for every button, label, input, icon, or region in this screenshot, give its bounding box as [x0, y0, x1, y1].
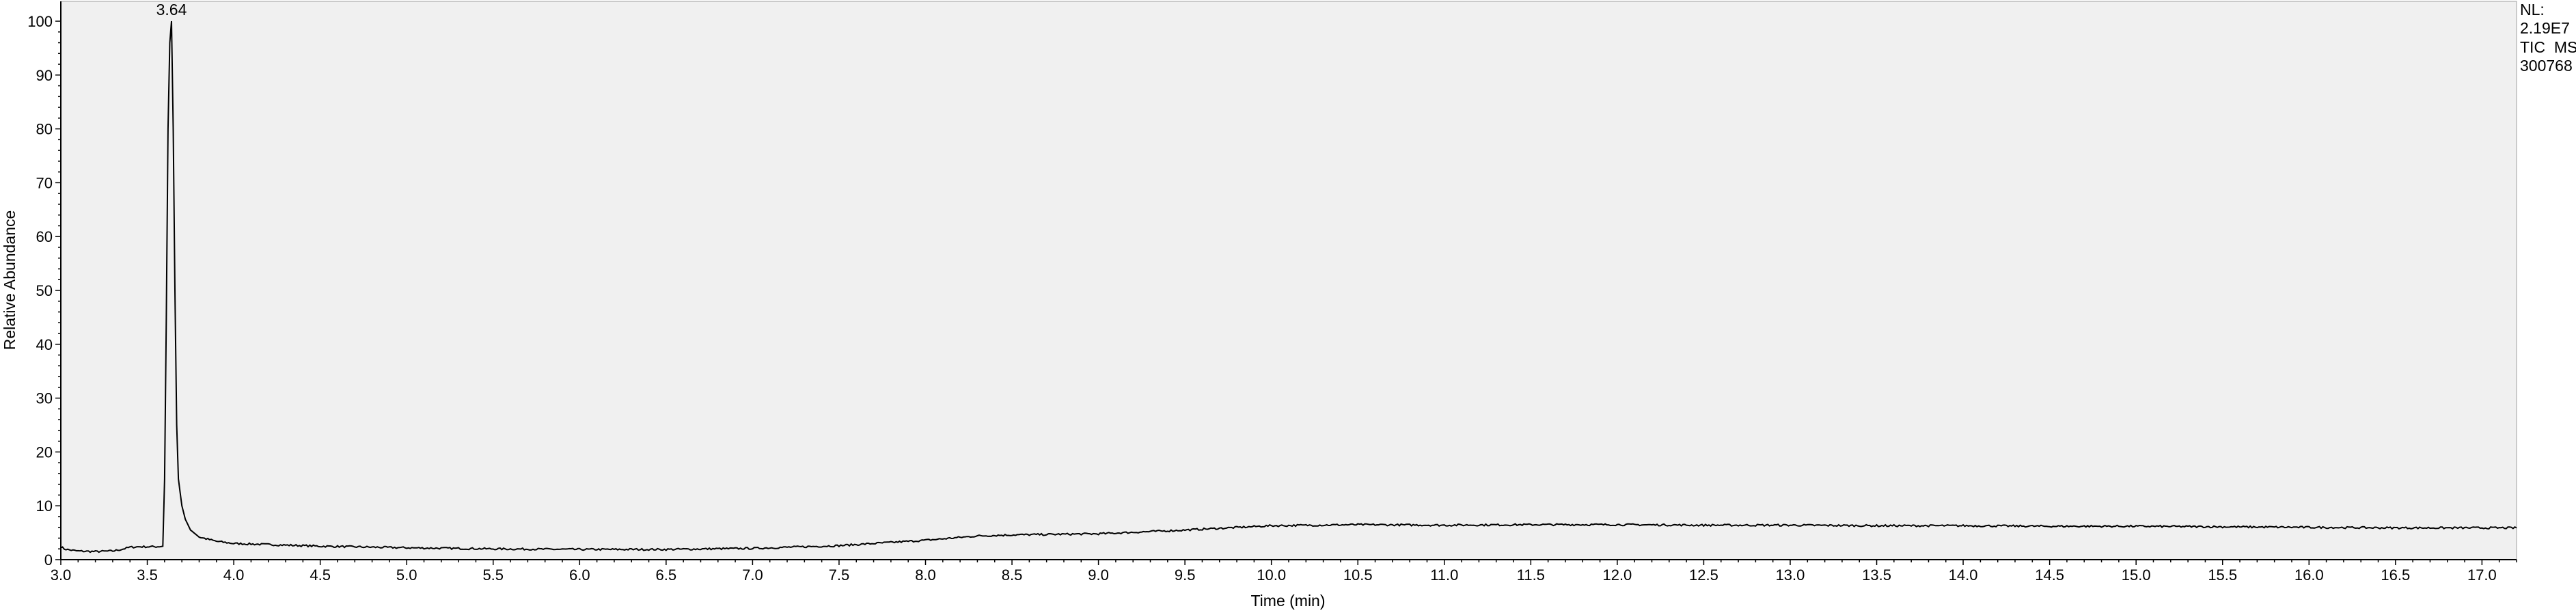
x-tick-label: 7.0 [742, 566, 763, 584]
x-tick-label: 7.5 [829, 566, 850, 584]
y-tick-label: 20 [36, 443, 53, 461]
x-tick-label: 8.0 [915, 566, 936, 584]
y-tick-label: 30 [36, 390, 53, 407]
x-tick-label: 5.5 [482, 566, 504, 584]
x-tick-label: 5.0 [396, 566, 417, 584]
info-box: NL: 2.19E7 TIC MS 300768 [2520, 1, 2576, 74]
y-tick-label: 100 [27, 13, 53, 30]
y-tick-label: 60 [36, 228, 53, 245]
x-tick-label: 11.0 [1430, 566, 1458, 584]
x-tick-label: 17.0 [2467, 566, 2497, 584]
x-tick-label: 8.5 [1002, 566, 1023, 584]
x-tick-label: 13.5 [1862, 566, 1891, 584]
tic-trace [60, 20, 2517, 554]
y-tick-label: 50 [36, 282, 53, 299]
x-tick-label: 3.0 [51, 566, 72, 584]
info-sample-id: 300768 [2520, 57, 2573, 74]
x-tick-label: 12.5 [1689, 566, 1718, 584]
x-tick-label: 3.5 [137, 566, 158, 584]
x-tick-label: 10.0 [1257, 566, 1286, 584]
x-axis-title: Time (min) [1250, 592, 1325, 610]
y-tick-label: 80 [36, 121, 53, 138]
x-tick-label: 14.0 [1949, 566, 1978, 584]
x-tick-label: 16.0 [2294, 566, 2324, 584]
x-tick-label: 15.0 [2122, 566, 2151, 584]
x-tick-label: 16.5 [2381, 566, 2410, 584]
y-tick-label: 70 [36, 174, 53, 191]
tick-labels: 0 10 20 30 40 50 60 70 80 90 100 3.0 3.5 4.0 4.5 5.0 5.5… [27, 13, 2497, 584]
info-nl-label: NL: [2520, 1, 2545, 18]
y-tick-label: 0 [44, 551, 53, 569]
x-tick-label: 11.5 [1517, 566, 1545, 584]
y-tick-label: 90 [36, 67, 53, 84]
y-tick-label: 40 [36, 336, 53, 353]
x-tick-label: 13.0 [1776, 566, 1805, 584]
x-tick-label: 12.0 [1602, 566, 1632, 584]
x-tick-label: 4.5 [310, 566, 331, 584]
peak-label: 3.64 [156, 1, 187, 18]
info-scan-type: TIC MS [2520, 38, 2576, 56]
y-axis-title: Relative Abundance [1, 210, 18, 351]
tick-marks [55, 20, 2517, 565]
x-tick-label: 14.5 [2035, 566, 2064, 584]
x-tick-label: 9.5 [1175, 566, 1196, 584]
plot-background [60, 1, 2517, 560]
info-nl-value: 2.19E7 [2520, 19, 2570, 37]
x-tick-label: 6.5 [656, 566, 677, 584]
x-tick-label: 15.5 [2208, 566, 2237, 584]
x-tick-label: 4.0 [223, 566, 245, 584]
x-tick-label: 9.0 [1088, 566, 1109, 584]
x-tick-label: 10.5 [1343, 566, 1373, 584]
x-tick-label: 6.0 [569, 566, 590, 584]
y-tick-label: 10 [36, 497, 53, 515]
